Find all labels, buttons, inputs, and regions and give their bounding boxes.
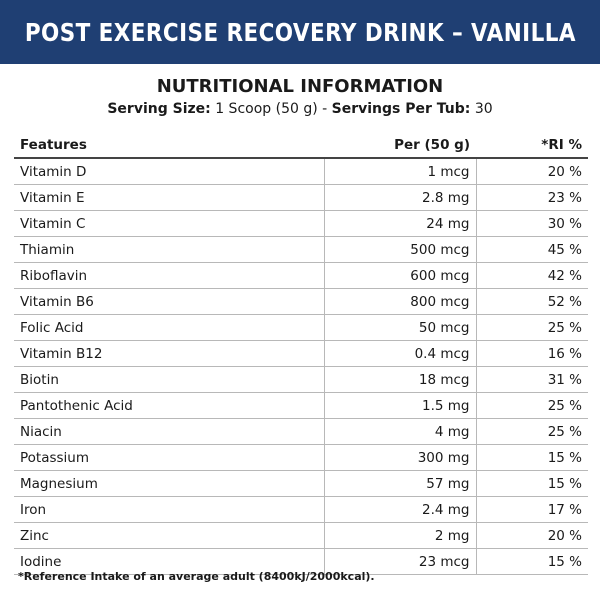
ri-value: 15 % [475, 470, 588, 497]
ri-value: 16 % [475, 340, 588, 367]
ri-value: 15 % [475, 548, 588, 575]
feature-name: Vitamin D [14, 158, 324, 185]
ri-value: 25 % [475, 418, 588, 445]
ri-value: 52 % [475, 288, 588, 315]
feature-name: Vitamin C [14, 210, 324, 237]
table-row: Pantothenic Acid 1.5 mg 25 % [14, 392, 588, 419]
per-serving-value: 800 mcg [323, 288, 476, 315]
table-row: Vitamin B12 0.4 mcg 16 % [14, 340, 588, 367]
ri-value: 25 % [475, 392, 588, 419]
feature-name: Iodine [14, 548, 324, 575]
per-serving-value: 1.5 mg [323, 392, 476, 419]
table-row: Zinc 2 mg 20 % [14, 522, 588, 549]
table-row: Biotin 18 mcg 31 % [14, 366, 588, 393]
ri-value: 30 % [475, 210, 588, 237]
table-row: Niacin 4 mg 25 % [14, 418, 588, 445]
feature-name: Vitamin E [14, 184, 324, 211]
ri-value: 20 % [475, 158, 588, 185]
feature-name: Magnesium [14, 470, 324, 497]
product-title: POST EXERCISE RECOVERY DRINK – VANILLA [24, 17, 576, 47]
per-serving-value: 2 mg [323, 522, 476, 549]
per-serving-value: 18 mcg [323, 366, 476, 393]
per-serving-value: 24 mg [323, 210, 476, 237]
per-serving-value: 57 mg [323, 470, 476, 497]
feature-name: Vitamin B6 [14, 288, 324, 315]
per-serving-value: 1 mcg [323, 158, 476, 185]
serving-info: Serving Size: 1 Scoop (50 g) - Servings … [0, 101, 600, 117]
table-row: Riboflavin 600 mcg 42 % [14, 262, 588, 289]
servings-per-tub-label: Servings Per Tub: [331, 101, 471, 117]
nutrition-heading: NUTRITIONAL INFORMATION [156, 76, 444, 97]
table-row: Vitamin C 24 mg 30 % [14, 210, 588, 237]
ri-value: 42 % [475, 262, 588, 289]
per-serving-value: 2.8 mg [323, 184, 476, 211]
per-serving-value: 300 mg [323, 444, 476, 471]
table-row: Thiamin 500 mcg 45 % [14, 236, 588, 263]
serving-size-label: Serving Size: [107, 101, 211, 117]
feature-name: Thiamin [14, 236, 324, 263]
feature-name: Zinc [14, 522, 324, 549]
header-ri: *RI % [476, 133, 588, 159]
table-row: Iron 2.4 mg 17 % [14, 496, 588, 523]
table-row: Folic Acid 50 mcg 25 % [14, 314, 588, 341]
header-per-serving: Per (50 g) [324, 133, 476, 159]
table-row: Vitamin B6 800 mcg 52 % [14, 288, 588, 315]
feature-name: Folic Acid [14, 314, 324, 341]
feature-name: Riboflavin [14, 262, 324, 289]
header-features: Features [14, 133, 324, 159]
ri-value: 20 % [475, 522, 588, 549]
ri-value: 31 % [475, 366, 588, 393]
feature-name: Pantothenic Acid [14, 392, 324, 419]
table-row: Iodine 23 mcg 15 % [14, 548, 588, 575]
ri-value: 15 % [475, 444, 588, 471]
per-serving-value: 50 mcg [323, 314, 476, 341]
footnote: *Reference Intake of an average adult (8… [18, 570, 375, 583]
ri-value: 45 % [475, 236, 588, 263]
table-row: Magnesium 57 mg 15 % [14, 470, 588, 497]
table-row: Vitamin E 2.8 mg 23 % [14, 184, 588, 211]
per-serving-value: 0.4 mcg [323, 340, 476, 367]
per-serving-value: 600 mcg [323, 262, 476, 289]
feature-name: Iron [14, 496, 324, 523]
table-row: Potassium 300 mg 15 % [14, 444, 588, 471]
title-banner: POST EXERCISE RECOVERY DRINK – VANILLA [0, 0, 600, 64]
per-serving-value: 2.4 mg [323, 496, 476, 523]
ri-value: 17 % [475, 496, 588, 523]
ri-value: 25 % [475, 314, 588, 341]
feature-name: Niacin [14, 418, 324, 445]
feature-name: Vitamin B12 [14, 340, 324, 367]
feature-name: Potassium [14, 444, 324, 471]
ri-value: 23 % [475, 184, 588, 211]
feature-name: Biotin [14, 366, 324, 393]
servings-per-tub-value: 30 [470, 101, 493, 117]
per-serving-value: 500 mcg [323, 236, 476, 263]
serving-size-value: 1 Scoop (50 g) - [210, 101, 332, 117]
per-serving-value: 4 mg [323, 418, 476, 445]
table-header-row: Features Per (50 g) *RI % [14, 133, 588, 159]
per-serving-value: 23 mcg [323, 548, 476, 575]
